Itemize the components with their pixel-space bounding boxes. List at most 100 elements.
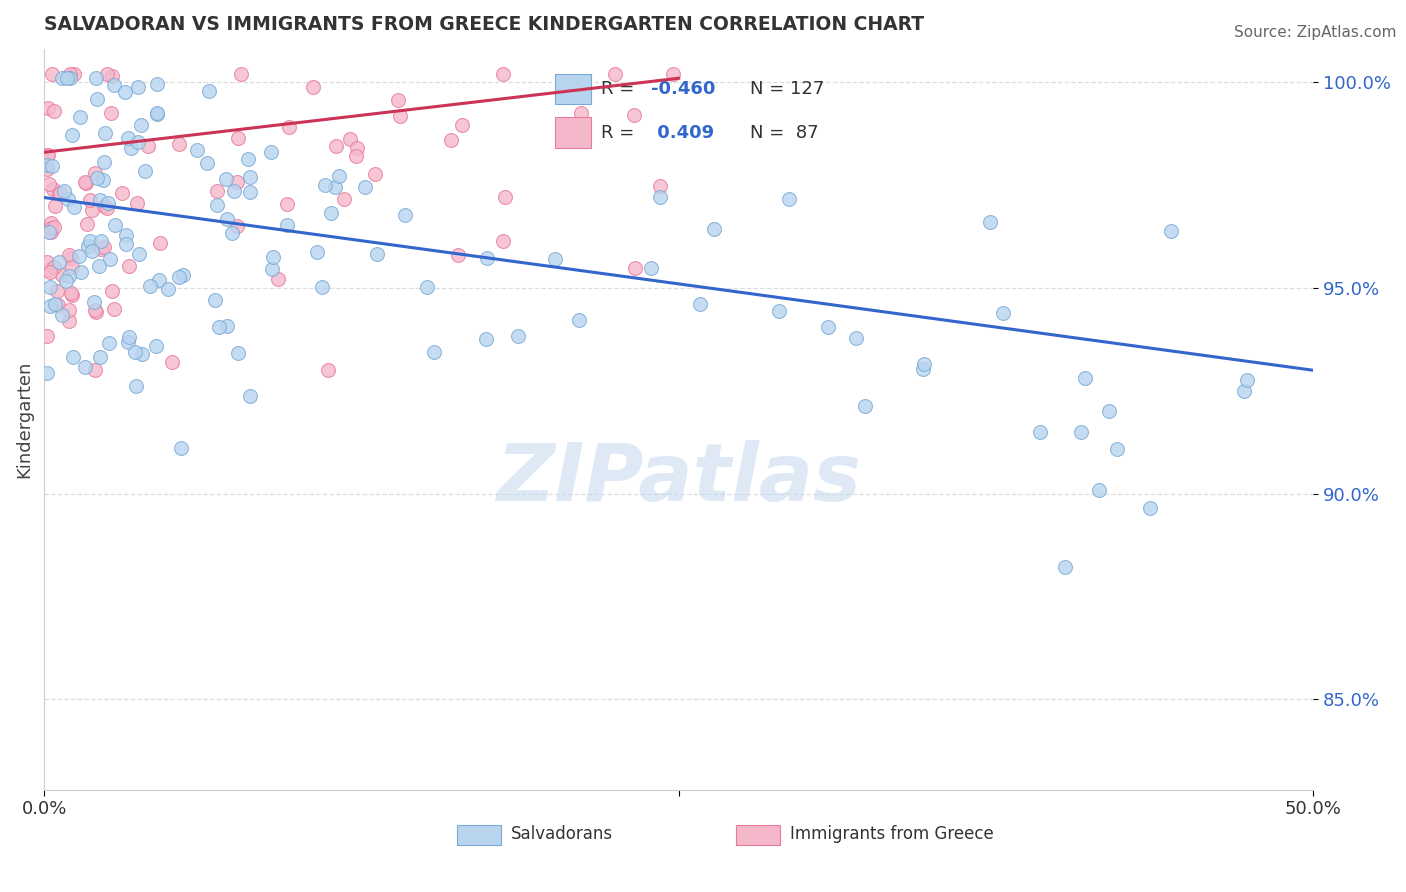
Point	[82, 202, 104, 217]
Point	[39, 280, 62, 294]
Point	[73, 175, 96, 189]
Point	[39, 220, 62, 235]
Point	[53, 184, 76, 198]
Point	[170, 442, 193, 456]
Point	[118, 330, 141, 344]
Point	[451, 118, 474, 132]
Point	[58, 314, 80, 328]
Point	[332, 192, 354, 206]
Point	[568, 313, 591, 327]
Point	[35, 148, 58, 162]
Point	[44, 219, 66, 234]
Point	[48, 255, 70, 269]
Point	[506, 328, 529, 343]
Point	[73, 360, 96, 375]
Point	[67, 249, 90, 263]
Point	[423, 345, 446, 359]
Point	[134, 164, 156, 178]
Point	[79, 193, 101, 207]
Point	[475, 332, 498, 346]
Point	[44, 260, 66, 274]
Point	[260, 145, 283, 159]
Point	[1236, 373, 1258, 387]
Point	[124, 345, 146, 359]
Point	[160, 355, 183, 369]
Point	[225, 175, 247, 189]
Point	[226, 130, 249, 145]
Point	[267, 272, 290, 286]
Point	[205, 184, 228, 198]
Point	[321, 206, 343, 220]
Point	[1139, 500, 1161, 515]
Point	[97, 195, 120, 210]
Point	[363, 167, 385, 181]
Point	[69, 265, 91, 279]
Point	[103, 78, 125, 93]
Point	[127, 80, 149, 95]
Point	[117, 130, 139, 145]
Point	[1053, 559, 1076, 574]
Point	[44, 199, 66, 213]
Point	[276, 197, 298, 211]
Point	[1107, 442, 1129, 456]
Point	[387, 93, 409, 107]
Point	[148, 273, 170, 287]
Point	[1233, 384, 1256, 398]
Point	[167, 137, 190, 152]
Point	[37, 263, 59, 277]
Point	[569, 106, 592, 120]
Point	[38, 225, 60, 239]
Point	[42, 182, 65, 196]
Text: Immigrants from Greece: Immigrants from Greece	[790, 825, 994, 843]
Point	[131, 347, 153, 361]
Point	[58, 248, 80, 262]
Point	[37, 102, 59, 116]
Point	[853, 399, 876, 413]
Text: Salvadorans: Salvadorans	[512, 825, 613, 843]
Point	[149, 236, 172, 251]
Point	[60, 288, 83, 302]
Point	[167, 269, 190, 284]
Point	[912, 357, 935, 371]
Point	[101, 284, 124, 298]
Point	[146, 106, 169, 120]
Text: ZIPatlas: ZIPatlas	[496, 440, 862, 518]
Point	[325, 139, 347, 153]
Point	[229, 67, 252, 81]
Point	[35, 158, 58, 172]
Point	[60, 128, 83, 142]
Point	[416, 280, 439, 294]
Point	[339, 131, 361, 145]
Point	[114, 228, 136, 243]
Point	[75, 176, 97, 190]
Point	[394, 208, 416, 222]
Point	[59, 251, 82, 265]
Point	[83, 295, 105, 310]
Point	[86, 92, 108, 106]
Text: Source: ZipAtlas.com: Source: ZipAtlas.com	[1233, 25, 1396, 40]
Point	[96, 67, 118, 81]
Point	[314, 178, 336, 193]
Point	[768, 303, 790, 318]
Point	[492, 234, 515, 248]
Point	[87, 259, 110, 273]
Point	[55, 274, 77, 288]
Point	[35, 329, 58, 343]
Point	[1098, 403, 1121, 417]
Point	[262, 261, 284, 276]
Point	[239, 170, 262, 185]
Point	[38, 177, 60, 191]
Point	[77, 238, 100, 252]
Point	[492, 67, 515, 81]
Point	[58, 269, 80, 284]
Point	[79, 234, 101, 248]
Point	[83, 165, 105, 179]
Point	[650, 179, 672, 194]
Point	[703, 222, 725, 236]
Point	[51, 308, 73, 322]
Point	[217, 212, 239, 227]
Point	[62, 350, 84, 364]
Point	[37, 148, 59, 162]
Point	[1070, 425, 1092, 439]
Point	[89, 193, 111, 207]
